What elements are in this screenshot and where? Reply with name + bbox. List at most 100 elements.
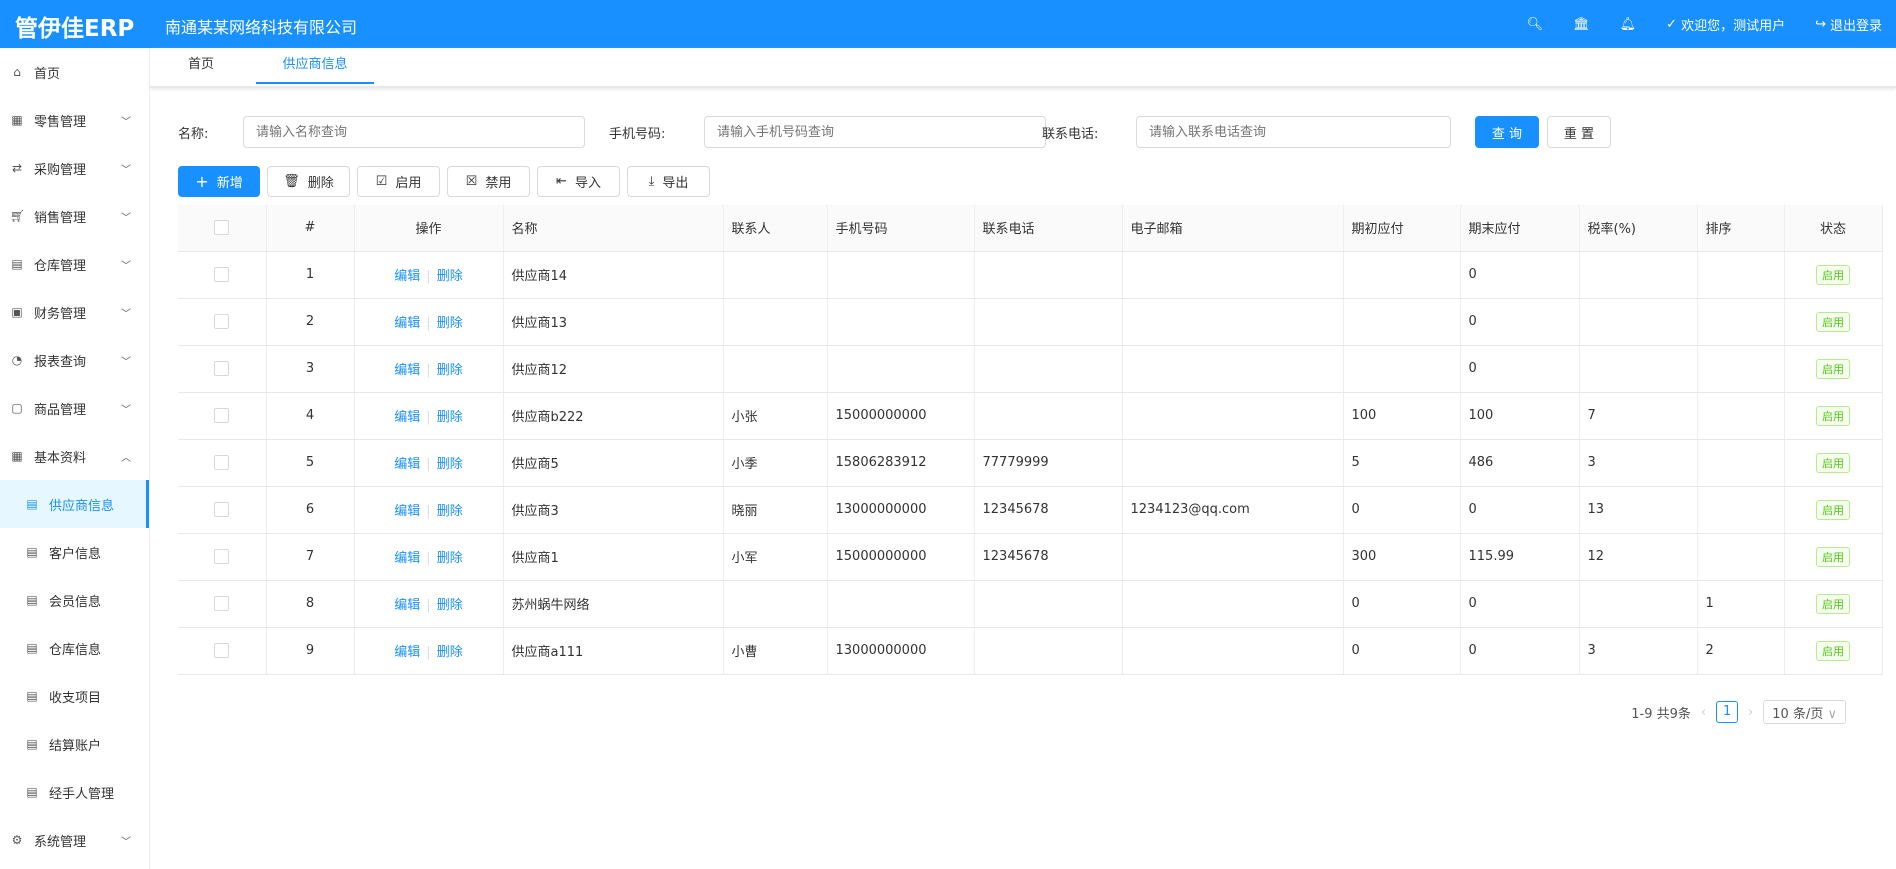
search-icon[interactable]: 🔍︎ (1526, 16, 1544, 32)
edit-link[interactable]: 编辑 (394, 598, 421, 613)
next-page-icon[interactable]: › (1748, 704, 1754, 720)
page-1[interactable]: 1 (1716, 701, 1739, 723)
reset-button[interactable]: 重 置 (1547, 116, 1611, 148)
delete-link[interactable]: 删除 (436, 645, 463, 660)
sidebar-item[interactable]: ⇄ 采购管理 ﹀ (0, 144, 149, 192)
logout-button[interactable]: ↪ 退出登录 (1815, 15, 1882, 34)
table-cell: 5 (1343, 439, 1461, 487)
list-icon: ▤ (26, 737, 38, 751)
edit-link[interactable]: 编辑 (394, 410, 421, 425)
row-checkbox[interactable] (178, 580, 267, 628)
sidebar-subitem[interactable]: ▤ 仓库信息 (0, 624, 149, 672)
column-header: 联系电话 (974, 205, 1123, 252)
enable-button[interactable]: ☑ 启用 (357, 166, 440, 197)
row-actions: 编辑 | 删除 (354, 627, 504, 675)
status-cell: 启用 (1784, 439, 1883, 487)
page-size-value: 10 条/页 (1772, 707, 1824, 722)
sidebar-subitem[interactable]: ▤ 收支项目 (0, 672, 149, 720)
sidebar-subitem[interactable]: ▤ 经手人管理 (0, 768, 149, 816)
row-checkbox[interactable] (178, 251, 267, 299)
edit-link[interactable]: 编辑 (394, 316, 421, 331)
bank-icon[interactable]: 🏛︎ (1573, 16, 1590, 32)
list-icon: ▤ (26, 497, 38, 511)
bell-icon[interactable]: 🔔︎ (1619, 16, 1637, 32)
sidebar-item[interactable]: ▤ 仓库管理 ﹀ (0, 240, 149, 288)
sidebar-item[interactable]: ▢ 商品管理 ﹀ (0, 384, 149, 432)
table-cell: 100 (1460, 392, 1580, 440)
tab-home[interactable]: 首页 (187, 57, 214, 72)
sidebar-subitem[interactable]: ▤ 结算账户 (0, 720, 149, 768)
edit-link[interactable]: 编辑 (394, 457, 421, 472)
table-row: 2 编辑 | 删除 供应商13 0 启用 (178, 298, 1883, 346)
table-row: 9 编辑 | 删除 供应商a111 小曹 13000000000 0 0 3 2 启用 (178, 627, 1883, 675)
table-cell: 2 (1697, 627, 1785, 675)
export-button[interactable]: ⤓ 导出 (627, 166, 710, 197)
add-button[interactable]: + 新增 (178, 166, 260, 197)
row-checkbox[interactable] (178, 392, 267, 440)
table-cell (1343, 251, 1461, 299)
tel-label: 联系电话: (1042, 127, 1099, 142)
page-size-select[interactable]: 10 条/页 ∨ (1763, 700, 1846, 724)
sidebar-item-system[interactable]: ⚙︎ 系统管理 ﹀ (0, 816, 149, 864)
status-badge: 启用 (1816, 264, 1850, 285)
delete-link[interactable]: 删除 (436, 410, 463, 425)
row-checkbox[interactable] (178, 439, 267, 487)
row-index: 2 (266, 298, 355, 346)
row-checkbox[interactable] (178, 298, 267, 346)
edit-link[interactable]: 编辑 (394, 363, 421, 378)
delete-link[interactable]: 删除 (436, 504, 463, 519)
tab-supplier-info[interactable]: 供应商信息 (256, 48, 374, 84)
edit-link[interactable]: 编辑 (394, 504, 421, 519)
disable-button[interactable]: ☒ 禁用 (447, 166, 530, 197)
row-checkbox[interactable] (178, 533, 267, 581)
table-cell (723, 345, 828, 393)
prev-page-icon[interactable]: ‹ (1700, 704, 1707, 720)
sidebar-item-label: 商品管理 (34, 402, 87, 418)
sidebar-subitem[interactable]: ▤ 客户信息 (0, 528, 149, 576)
import-button[interactable]: ⇤ 导入 (537, 166, 620, 197)
delete-link[interactable]: 删除 (436, 316, 463, 331)
table-cell: 0 (1460, 251, 1580, 299)
sidebar-item[interactable]: ▣ 财务管理 ﹀ (0, 288, 149, 336)
company-name: 南通某某网络科技有限公司 (165, 18, 358, 37)
edit-link[interactable]: 编辑 (394, 269, 421, 284)
sidebar-subitem[interactable]: ▤ 会员信息 (0, 576, 149, 624)
delete-link[interactable]: 删除 (436, 551, 463, 566)
row-actions: 编辑 | 删除 (354, 439, 504, 487)
table-row: 4 编辑 | 删除 供应商b222 小张 15000000000 100 100 7 启用 (178, 392, 1883, 440)
query-button[interactable]: 查 询 (1475, 116, 1539, 148)
delete-button[interactable]: 🗑︎ 删除 (267, 166, 350, 197)
row-checkbox[interactable] (178, 345, 267, 393)
user-menu[interactable]: ✓ 欢迎您，测试用户 (1666, 15, 1785, 34)
edit-link[interactable]: 编辑 (394, 551, 421, 566)
sidebar-item[interactable]: ▦ 零售管理 ﹀ (0, 96, 149, 144)
chevron-down-icon: ﹀ (121, 212, 131, 224)
table-cell: 供应商5 (503, 439, 724, 487)
table-cell: 12 (1579, 533, 1698, 581)
delete-link[interactable]: 删除 (436, 269, 463, 284)
edit-link[interactable]: 编辑 (394, 645, 421, 660)
status-cell: 启用 (1784, 251, 1883, 299)
close-square-icon: ☒ (465, 174, 478, 189)
table-cell: 0 (1460, 627, 1580, 675)
sidebar-item[interactable]: ▦ 基本资料 ︿ (0, 432, 149, 480)
name-input[interactable] (243, 116, 585, 148)
sidebar-item[interactable]: 🛒︎ 销售管理 ﹀ (0, 192, 149, 240)
sidebar-subitem[interactable]: ▤ 供应商信息 (0, 480, 149, 528)
phone-input[interactable] (704, 116, 1046, 148)
table-row: 3 编辑 | 删除 供应商12 0 启用 (178, 345, 1883, 393)
sidebar-item[interactable]: ◔ 报表查询 ﹀ (0, 336, 149, 384)
status-badge: 启用 (1816, 358, 1850, 379)
row-checkbox[interactable] (178, 486, 267, 534)
sidebar-item[interactable]: ⌂ 首页 (0, 48, 149, 96)
delete-link[interactable]: 删除 (436, 598, 463, 613)
select-all-checkbox[interactable] (178, 205, 267, 252)
row-actions: 编辑 | 删除 (354, 580, 504, 628)
table-row: 6 编辑 | 删除 供应商3 晓丽 13000000000 12345678 1234123@q… (178, 486, 1883, 534)
table-cell (974, 345, 1123, 393)
column-header: 电子邮箱 (1122, 205, 1344, 252)
row-checkbox[interactable] (178, 627, 267, 675)
tel-input[interactable] (1136, 116, 1451, 148)
delete-link[interactable]: 删除 (436, 363, 463, 378)
delete-link[interactable]: 删除 (436, 457, 463, 472)
